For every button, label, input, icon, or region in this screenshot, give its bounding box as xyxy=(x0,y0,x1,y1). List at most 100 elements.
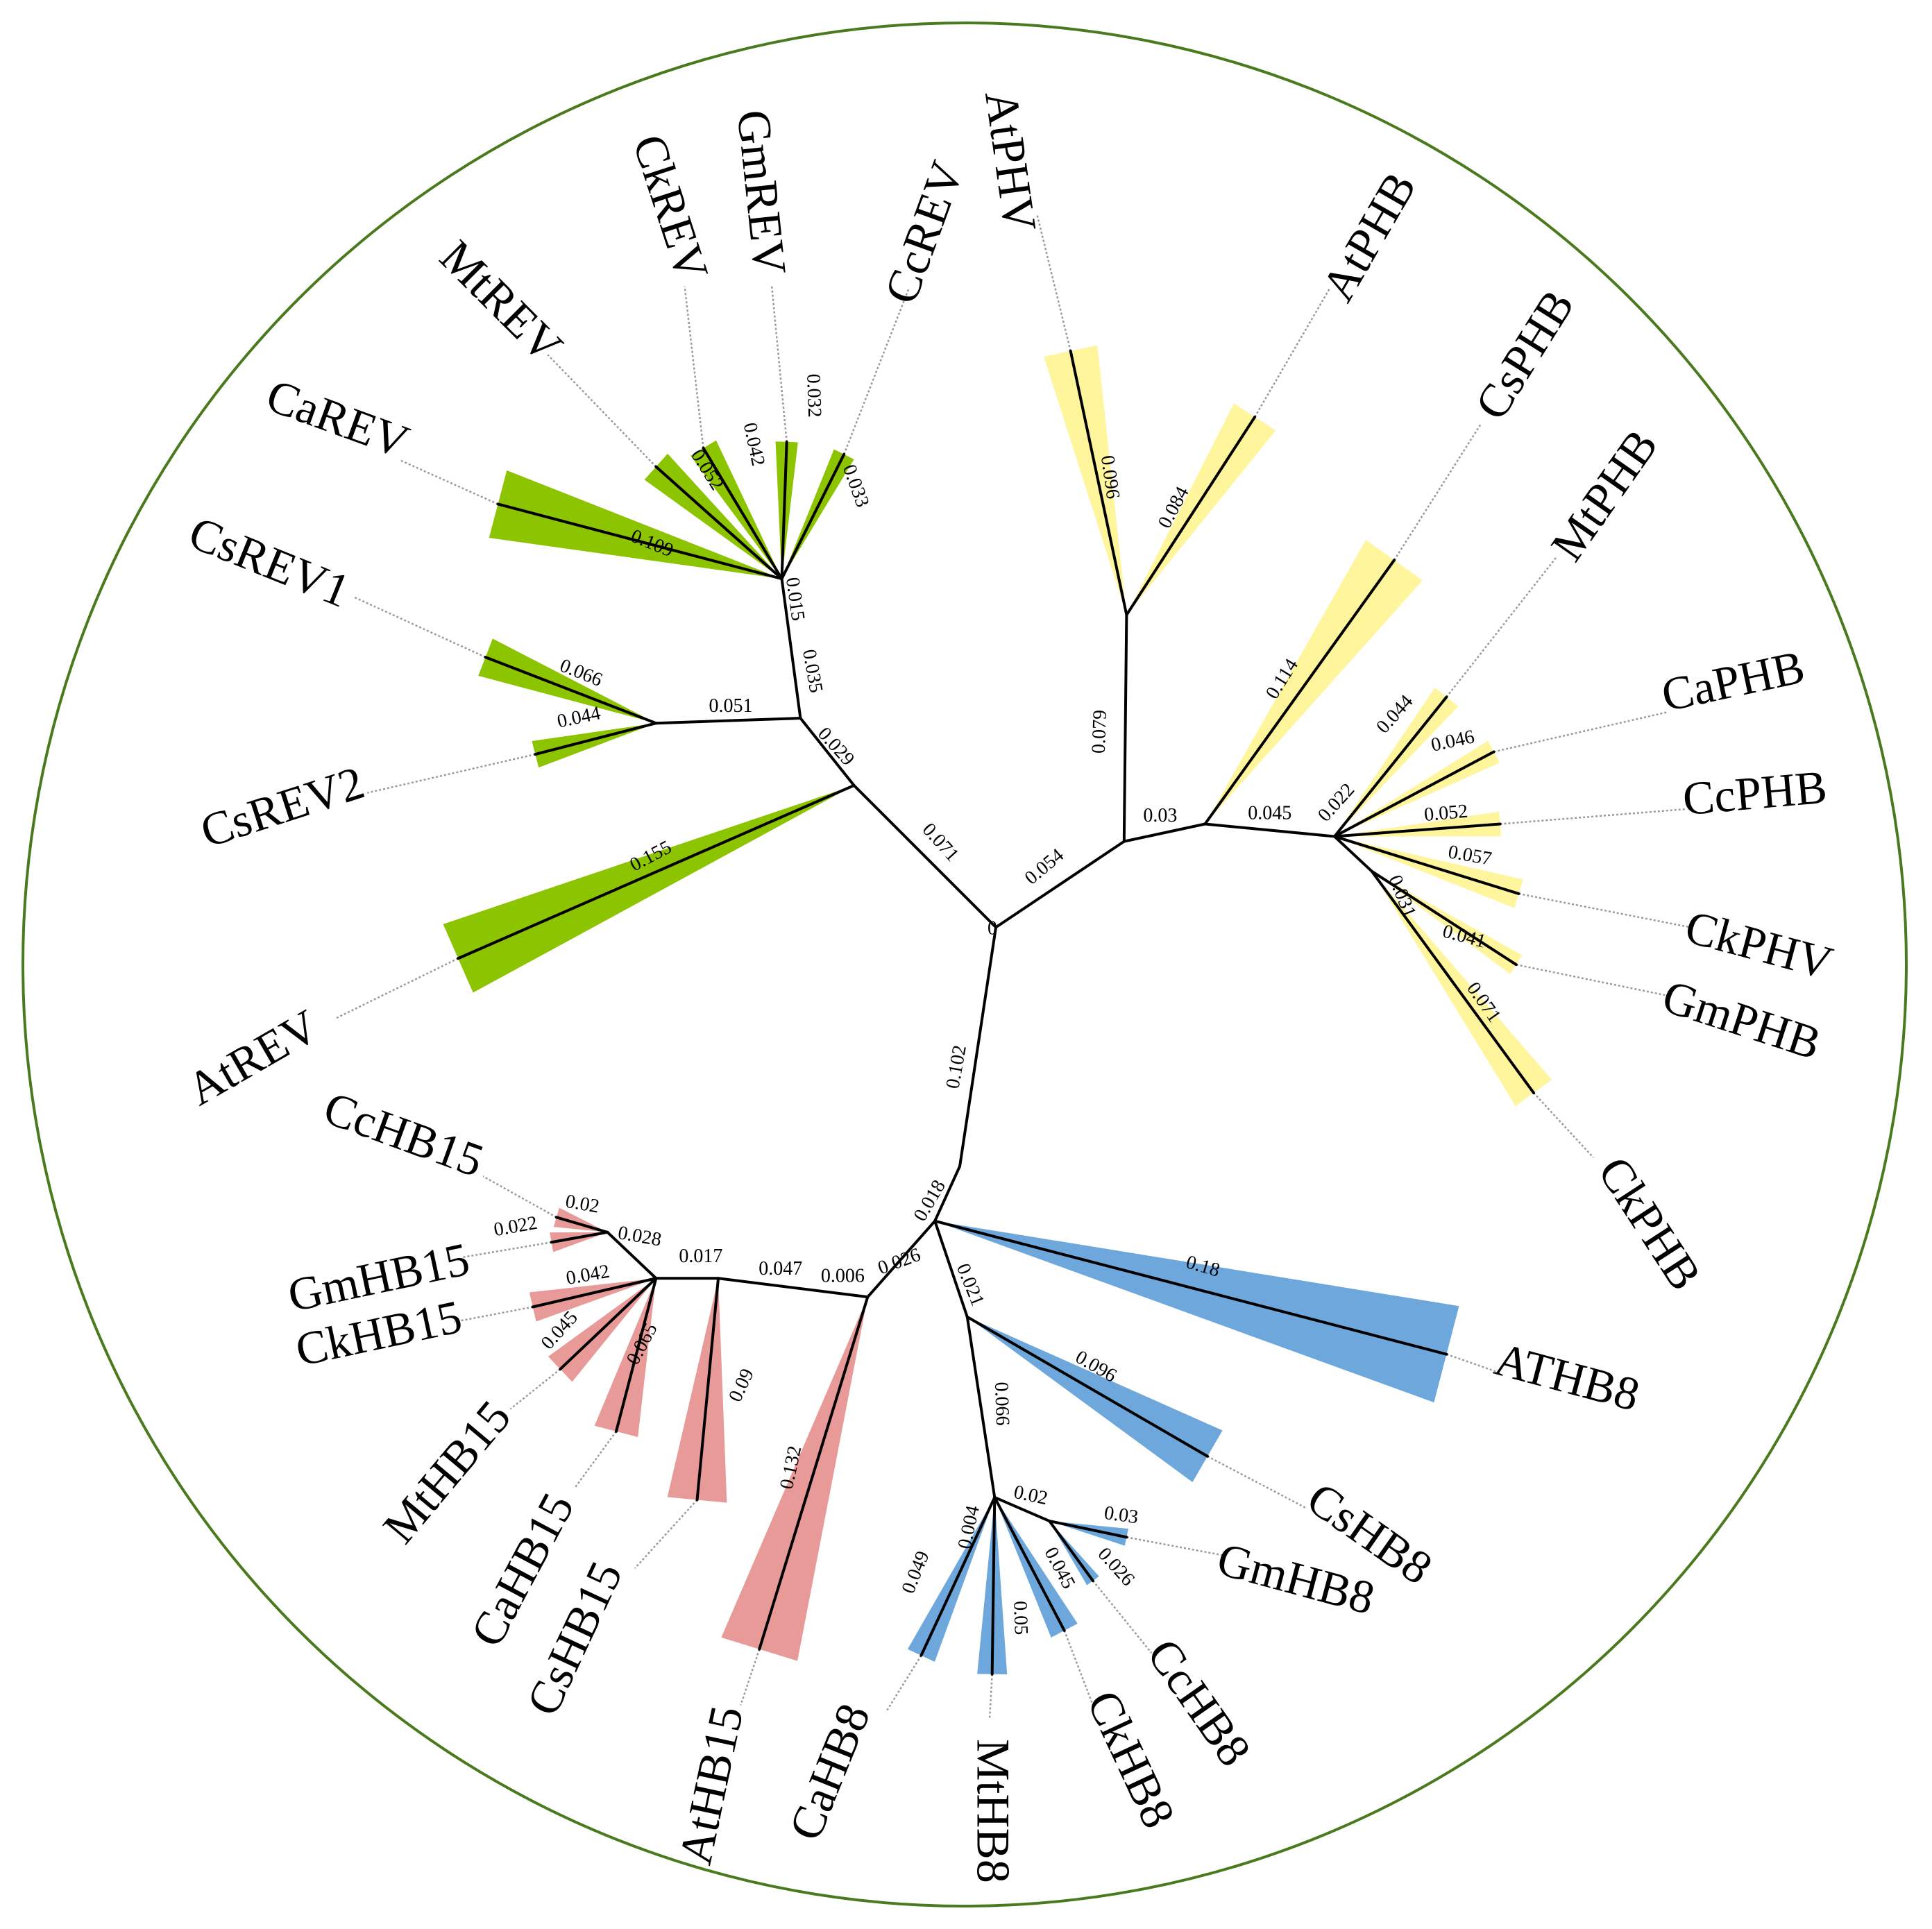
leader-CsHB8 xyxy=(1207,1455,1308,1510)
wedge-AtHB15 xyxy=(721,1297,868,1661)
taxon-label-CcREV: CcREV xyxy=(874,154,974,310)
leaf-length-CkREV: 0.042 xyxy=(739,420,769,468)
leader-GmPHB xyxy=(1516,963,1668,997)
taxon-label-CaPHB: CaPHB xyxy=(1657,640,1809,722)
branch-root-hb xyxy=(958,926,998,1168)
leader-MtHB8 xyxy=(988,1674,993,1718)
leaf-branch-CsHB15 xyxy=(695,1277,720,1502)
leaf-length-GmREV: 0.032 xyxy=(802,373,825,418)
branch-hb8-d xyxy=(993,1495,1051,1523)
wedge-CaPHB xyxy=(1334,740,1500,837)
taxon-label-AtPHV: AtPHV xyxy=(975,87,1047,235)
branch-csrev-length-label: 0.051 xyxy=(709,695,752,717)
taxon-label-AtREV: AtREV xyxy=(178,999,328,1116)
wedge-CsHB8 xyxy=(967,1316,1223,1482)
taxon-label-CkPHV: CkPHV xyxy=(1680,900,1838,989)
branch-csrev xyxy=(654,717,802,725)
leader-CkREV xyxy=(684,286,704,448)
branch-phb-d xyxy=(1332,835,1373,873)
leader-MtPHB xyxy=(1446,556,1557,698)
taxon-label-CkHB8: CkHB8 xyxy=(1077,1683,1186,1835)
leaf-branch-AtPHB xyxy=(1125,415,1257,617)
leader-GmHB8 xyxy=(1126,1536,1227,1557)
leaf-branch-CaHB8 xyxy=(920,1495,997,1657)
branch-hb8-c-length-label: 0.004 xyxy=(954,1504,984,1551)
taxon-label-CaHB8: CaHB8 xyxy=(779,1697,881,1848)
branch-hb15-e xyxy=(606,1230,658,1280)
leaf-length-MtHB8: 0.05 xyxy=(1009,1601,1032,1635)
wedge-CcPHB xyxy=(1334,811,1501,837)
leaf-branch-CsHB8 xyxy=(965,1315,1209,1458)
branch-phb-a xyxy=(1122,822,1207,843)
leaf-branch-MtPHB xyxy=(1332,695,1448,838)
branch-rev-b xyxy=(780,577,802,720)
branch-hb15-a xyxy=(866,1219,937,1299)
taxon-label-AtPHB: AtPHB xyxy=(1311,163,1426,309)
wedge-CaREV xyxy=(489,470,782,579)
leader-CsREV2 xyxy=(366,753,536,794)
branch-phb-atphv-length-label: 0.079 xyxy=(1088,709,1111,754)
branch-hb15-a-length-label: 0.026 xyxy=(875,1244,924,1280)
leader-AtHB15 xyxy=(740,1649,761,1706)
leaf-branch-CkPHV xyxy=(1332,835,1520,895)
taxon-label-CcPHB: CcPHB xyxy=(1681,760,1829,826)
leaf-branch-CcHB15 xyxy=(554,1216,609,1234)
leaf-branch-CaHB15 xyxy=(614,1277,658,1433)
taxon-label-CsREV2: CsREV2 xyxy=(194,756,370,858)
leader-CkPHV xyxy=(1518,892,1691,928)
taxon-label-CsPHB: CsPHB xyxy=(1464,280,1584,428)
branch-phb-b xyxy=(1203,822,1336,838)
leaf-length-CsHB15: 0.09 xyxy=(724,1366,759,1406)
leader-CsPHB xyxy=(1393,423,1482,561)
leaf-branch-AtPHV xyxy=(1069,349,1128,617)
leader-CcPHB xyxy=(1500,808,1687,825)
wedge-GmHB8 xyxy=(1049,1521,1128,1546)
leader-CaHB15 xyxy=(574,1431,617,1488)
branch-hb15-d-length-label: 0.017 xyxy=(679,1246,722,1267)
branch-phb-atphv xyxy=(1122,613,1128,843)
leader-AtPHB xyxy=(1254,288,1330,418)
taxon-label-GmPHB: GmPHB xyxy=(1656,969,1827,1070)
branch-rev-a xyxy=(799,717,856,787)
wedge-CsREV1 xyxy=(478,638,656,724)
leaf-length-CaHB15: 0.065 xyxy=(622,1320,662,1368)
leaf-length-CaPHB: 0.046 xyxy=(1429,726,1476,756)
leader-CcHB8 xyxy=(1092,1580,1153,1654)
leaf-length-CcHB8: 0.026 xyxy=(1094,1543,1139,1590)
leader-CaREV xyxy=(400,459,499,505)
leader-ATHB8 xyxy=(1446,1353,1500,1374)
leaf-length-GmHB15: 0.022 xyxy=(492,1212,539,1241)
branch-hb-a xyxy=(933,1164,962,1223)
wedge-AtPHV xyxy=(1044,345,1127,615)
wedge-CaHB15 xyxy=(594,1278,656,1438)
tree-boundary-circle xyxy=(22,22,1908,1907)
taxon-label-AtHB15: AtHB15 xyxy=(668,1701,753,1869)
wedge-ATHB8 xyxy=(935,1221,1459,1403)
branch-hb15-c-length-label: 0.047 xyxy=(759,1258,802,1280)
leader-CkHB8 xyxy=(1063,1630,1094,1706)
leaf-branch-CaPHB xyxy=(1332,750,1495,838)
wedge-CcHB15 xyxy=(553,1207,608,1232)
leaf-length-GmHB8: 0.03 xyxy=(1103,1502,1139,1529)
leaf-length-CsREV2: 0.044 xyxy=(555,702,602,732)
leaf-length-CaHB8: 0.049 xyxy=(897,1548,933,1597)
leader-GmREV xyxy=(770,286,788,442)
branch-hb8-d-length-label: 0.02 xyxy=(1012,1481,1049,1510)
taxon-label-MtHB15: MtHB15 xyxy=(373,1391,521,1553)
branch-phb-b-length-label: 0.045 xyxy=(1248,802,1291,824)
taxon-label-CsREV1: CsREV1 xyxy=(182,506,357,618)
wedge-AtREV xyxy=(443,785,854,993)
root-label: 0 xyxy=(988,917,997,939)
wedge-CsHB15 xyxy=(667,1278,727,1503)
leaf-branch-CcPHB xyxy=(1332,822,1502,838)
wedge-CkPHV xyxy=(1334,836,1523,908)
leader-CcREV xyxy=(843,288,910,455)
branch-hb15-b-length-label: 0.006 xyxy=(821,1266,865,1287)
taxon-label-MtPHB: MtPHB xyxy=(1541,420,1668,570)
leaf-branch-CkHB8 xyxy=(993,1495,1066,1632)
leader-CsREV1 xyxy=(354,596,486,658)
branch-root-rev xyxy=(852,783,998,929)
taxon-label-CkPHB: CkPHB xyxy=(1588,1147,1712,1299)
leader-AtPHV xyxy=(1036,214,1071,352)
leaf-branch-GmREV xyxy=(780,440,788,581)
